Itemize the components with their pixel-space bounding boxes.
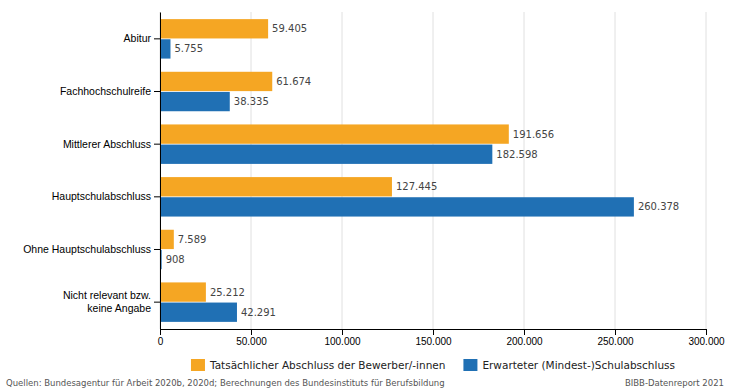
- x-tick-mark: [251, 329, 252, 335]
- data-label: 7.589: [178, 234, 207, 245]
- plot: 59.405 61.674 191.656 127.445 7.589 25.212 5.7…: [23, 12, 725, 347]
- y-tick-label: Mittlerer Abschluss: [63, 138, 151, 150]
- bar: [160, 124, 509, 143]
- x-tick: 150.000: [415, 329, 452, 347]
- source-note: Quellen: Bundesagentur für Arbeit 2020b,…: [6, 378, 445, 388]
- x-tick-label: 100.000: [324, 336, 361, 347]
- y-tick-label: Fachhochschulreife: [60, 85, 151, 97]
- bar: [160, 145, 492, 164]
- data-label: 59.405: [272, 23, 307, 34]
- y-tick-mark: [154, 302, 160, 303]
- bar: [160, 92, 230, 111]
- x-tick-mark: [615, 329, 616, 335]
- y-tick-mark: [154, 38, 160, 39]
- legend-item: Erwarteter (Mindest-)Schulabschluss: [463, 359, 675, 371]
- y-tick-label: Abitur: [124, 32, 152, 44]
- bar: [160, 39, 170, 58]
- data-label: 191.656: [513, 129, 554, 140]
- data-label: 42.291: [241, 307, 276, 318]
- y-axis: Abitur Fachhochschulreife Mittlerer Abschl…: [23, 13, 160, 330]
- x-tick: 250.000: [597, 329, 634, 347]
- legend-label: Tatsächlicher Abschluss der Bewerber/-in…: [209, 359, 445, 371]
- x-tick: 200.000: [506, 329, 543, 347]
- x-tick-label: 250.000: [597, 336, 634, 347]
- x-tick-mark: [160, 329, 161, 335]
- source-note: BIBB-Datenreport 2021: [625, 378, 724, 388]
- x-tick: 300.000: [688, 329, 725, 347]
- data-labels: 59.405 61.674 191.656 127.445 7.589 25.212 5.7…: [166, 23, 680, 317]
- bar: [160, 19, 268, 38]
- legend-swatch: [463, 359, 477, 371]
- x-tick-label: 50.000: [236, 336, 267, 347]
- grid-line: [524, 12, 525, 329]
- x-tick-label: 150.000: [415, 336, 452, 347]
- y-tick: Nicht relevant bzw.keine Angabe: [63, 289, 160, 314]
- y-tick-label: Nicht relevant bzw.keine Angabe: [63, 289, 151, 314]
- data-label: 5.755: [174, 43, 203, 54]
- y-tick-label-line: Abitur: [124, 32, 152, 44]
- data-label: 908: [166, 254, 185, 265]
- y-tick: Mittlerer Abschluss: [63, 138, 160, 150]
- grid-line: [706, 12, 707, 329]
- bar: [160, 197, 634, 216]
- grid-line: [615, 12, 616, 329]
- data-label: 260.378: [638, 201, 679, 212]
- grid: [160, 12, 706, 329]
- bar-series: [160, 39, 634, 322]
- bars: [160, 19, 634, 322]
- x-tick: 50.000: [236, 329, 267, 347]
- legend: Tatsächlicher Abschluss der Bewerber/-in…: [191, 359, 675, 371]
- chart-svg: 59.405 61.674 191.656 127.445 7.589 25.212 5.7…: [0, 0, 730, 391]
- annotations: Quellen: Bundesagentur für Arbeit 2020b,…: [6, 378, 724, 388]
- y-tick-label-line: Ohne Hauptschulabschluss: [23, 243, 151, 255]
- y-tick-label-line: keine Angabe: [87, 302, 151, 314]
- data-label: 25.212: [210, 287, 245, 298]
- bar: [160, 282, 206, 301]
- x-tick-label: 200.000: [506, 336, 543, 347]
- bar: [160, 303, 237, 322]
- data-label: 61.674: [276, 76, 311, 87]
- x-tick-mark: [706, 329, 707, 335]
- y-tick-mark: [154, 91, 160, 92]
- y-tick: Abitur: [124, 32, 160, 44]
- y-tick-label-line: Mittlerer Abschluss: [63, 138, 151, 150]
- y-tick-label-line: Fachhochschulreife: [60, 85, 151, 97]
- data-label: 38.335: [234, 96, 269, 107]
- x-tick: 100.000: [324, 329, 361, 347]
- x-axis: 0 50.000 100.000 150.000 200.000 250.000 300.0…: [158, 329, 725, 347]
- legend-item: Tatsächlicher Abschluss der Bewerber/-in…: [191, 359, 445, 371]
- x-tick-mark: [342, 329, 343, 335]
- bar: [160, 177, 392, 196]
- y-axis-line: [160, 13, 161, 330]
- bar: [160, 72, 272, 91]
- data-label: 127.445: [396, 181, 437, 192]
- bar-series: [160, 19, 509, 302]
- bar: [160, 230, 174, 249]
- grid-line: [342, 12, 343, 329]
- x-tick-label: 300.000: [688, 336, 725, 347]
- y-tick-mark: [154, 196, 160, 197]
- y-tick-mark: [154, 249, 160, 250]
- y-tick-label: Ohne Hauptschulabschluss: [23, 243, 151, 255]
- legend-label: Erwarteter (Mindest-)Schulabschluss: [482, 359, 675, 371]
- x-tick-mark: [433, 329, 434, 335]
- chart-container: 59.405 61.674 191.656 127.445 7.589 25.212 5.7…: [0, 0, 730, 391]
- y-tick: Ohne Hauptschulabschluss: [23, 243, 160, 255]
- y-tick-label: Hauptschulabschluss: [52, 190, 151, 202]
- y-tick: Hauptschulabschluss: [52, 190, 160, 202]
- y-tick-label-line: Nicht relevant bzw.: [63, 289, 151, 301]
- x-tick-label: 0: [158, 336, 164, 347]
- y-tick: Fachhochschulreife: [60, 85, 160, 97]
- y-tick-label-line: Hauptschulabschluss: [52, 190, 151, 202]
- x-tick-mark: [524, 329, 525, 335]
- data-label: 182.598: [496, 149, 537, 160]
- grid-line: [160, 12, 161, 329]
- legend-swatch: [191, 359, 205, 371]
- y-tick-mark: [154, 144, 160, 145]
- x-tick: 0: [158, 329, 164, 347]
- grid-line: [251, 12, 252, 329]
- grid-line: [433, 12, 434, 329]
